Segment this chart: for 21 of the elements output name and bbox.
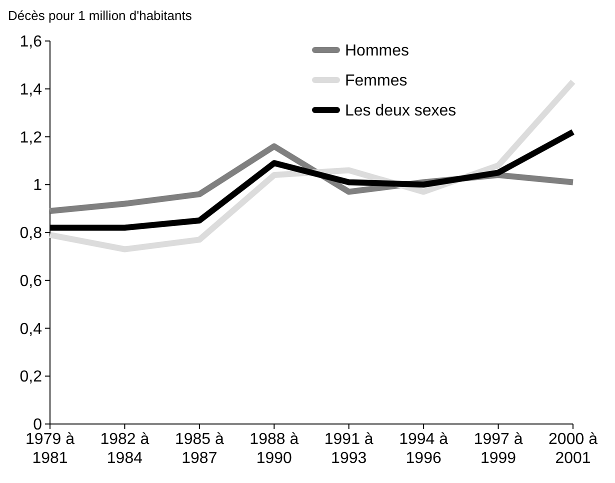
x-tick-label: 1991 à 1993	[324, 431, 374, 467]
x-tick-label: 1994 à 1996	[399, 431, 448, 467]
x-tick-label: 1979 à 1981	[26, 431, 75, 467]
x-tick-label: 1985 à 1987	[174, 431, 224, 467]
y-tick-label: 0,4	[20, 320, 42, 338]
y-tick-label: 0	[33, 416, 42, 434]
x-tick-label: 1997 à 1999	[474, 431, 523, 467]
legend-label: Femmes	[345, 72, 408, 90]
y-tick-label: 0,6	[20, 272, 42, 290]
legend-label: Hommes	[345, 42, 410, 60]
y-tick-label: 1,4	[20, 81, 42, 98]
y-tick-label: 1,6	[20, 34, 42, 51]
x-tick-label: 1982 à 1984	[100, 431, 150, 467]
x-tick-label: 2000 à 2001	[548, 431, 598, 467]
x-tick-label: 1988 à 1990	[250, 431, 299, 467]
y-axis-title: Décès pour 1 million d'habitants	[8, 8, 192, 23]
legend-label: Les deux sexes	[345, 102, 456, 120]
y-tick-label: 0,2	[20, 368, 42, 386]
y-tick-label: 1	[33, 177, 42, 194]
y-tick-label: 0,8	[20, 225, 42, 242]
y-tick-label: 1,2	[20, 129, 42, 146]
